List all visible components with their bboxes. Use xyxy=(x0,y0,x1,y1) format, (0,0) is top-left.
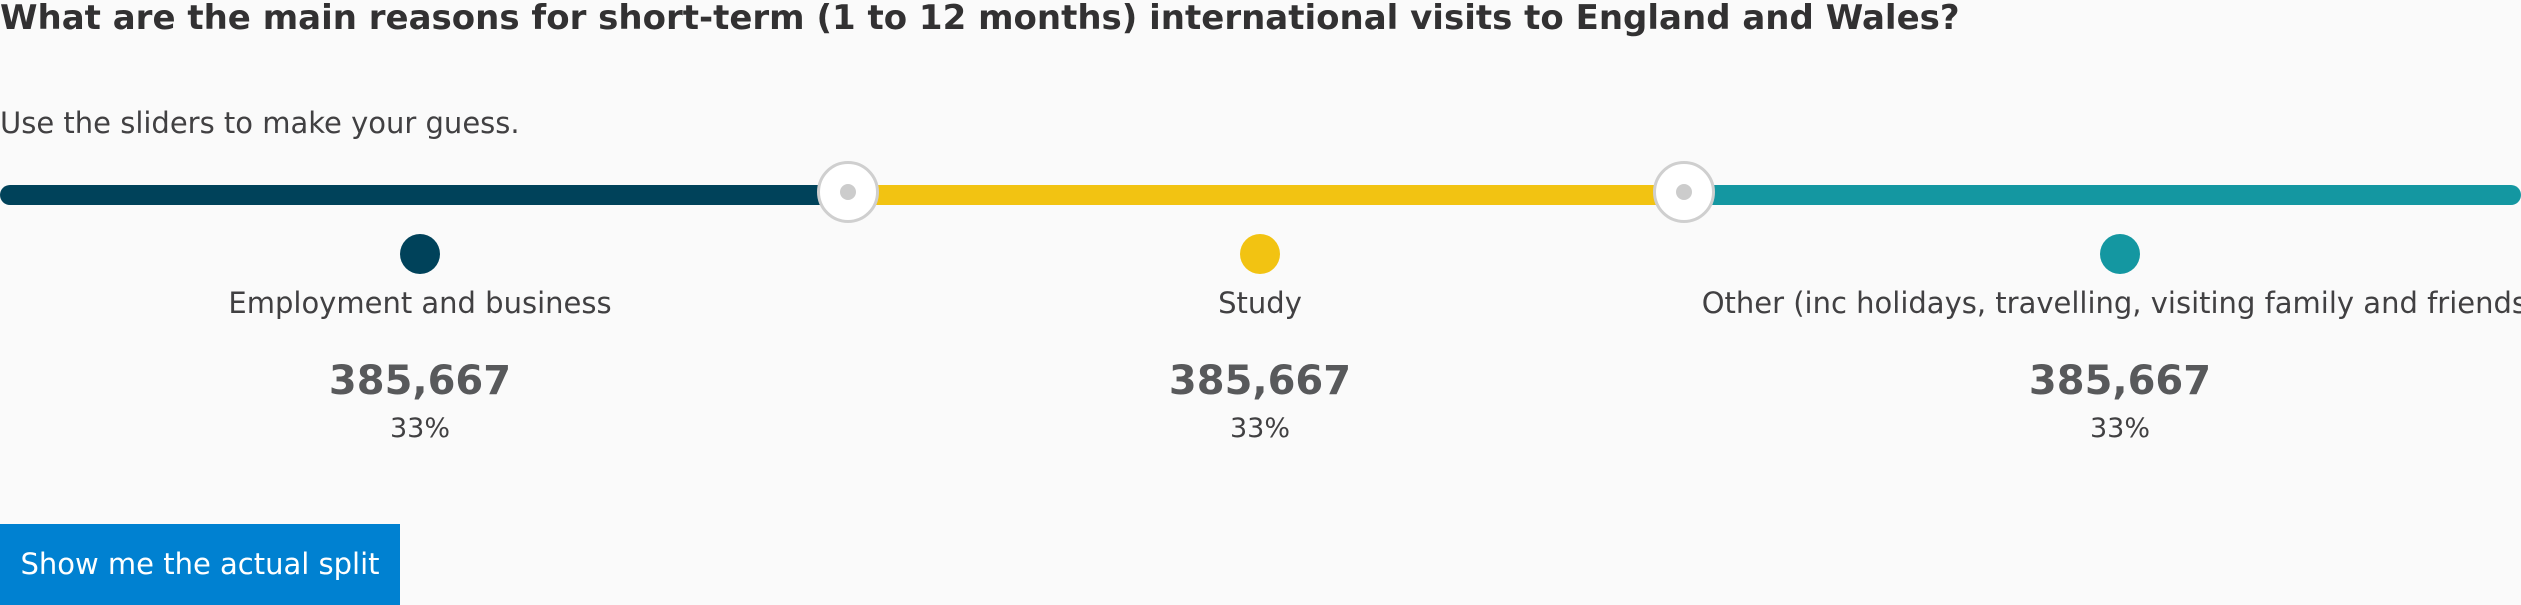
category-study: Study 385,667 33% xyxy=(840,234,1680,446)
question-heading: What are the main reasons for short-term… xyxy=(0,0,1960,38)
show-actual-split-button[interactable]: Show me the actual split xyxy=(0,524,400,605)
employment-color-dot xyxy=(400,234,440,274)
category-value: 385,667 xyxy=(328,358,512,404)
slider-segment-employment xyxy=(0,185,848,205)
instruction-text: Use the sliders to make your guess. xyxy=(0,106,520,140)
slider-segment-study xyxy=(848,185,1684,205)
slider-track[interactable] xyxy=(0,185,2521,205)
category-percent: 33% xyxy=(2089,413,2150,444)
category-label: Study xyxy=(1218,286,1302,320)
category-label: Employment and business xyxy=(228,286,612,320)
category-value: 385,667 xyxy=(1168,358,1352,404)
category-percent: 33% xyxy=(1229,413,1290,444)
slider-handle-1[interactable] xyxy=(817,161,879,223)
category-other: Other (inc holidays, travelling, visitin… xyxy=(1700,234,2521,446)
study-color-dot xyxy=(1240,234,1280,274)
category-value: 385,667 xyxy=(2028,358,2212,404)
slider-segment-other xyxy=(1684,185,2521,205)
category-percent: 33% xyxy=(389,413,450,444)
category-label: Other (inc holidays, travelling, visitin… xyxy=(1701,286,2521,320)
slider-handle-2[interactable] xyxy=(1653,161,1715,223)
other-color-dot xyxy=(2100,234,2140,274)
category-employment: Employment and business 385,667 33% xyxy=(0,234,840,446)
